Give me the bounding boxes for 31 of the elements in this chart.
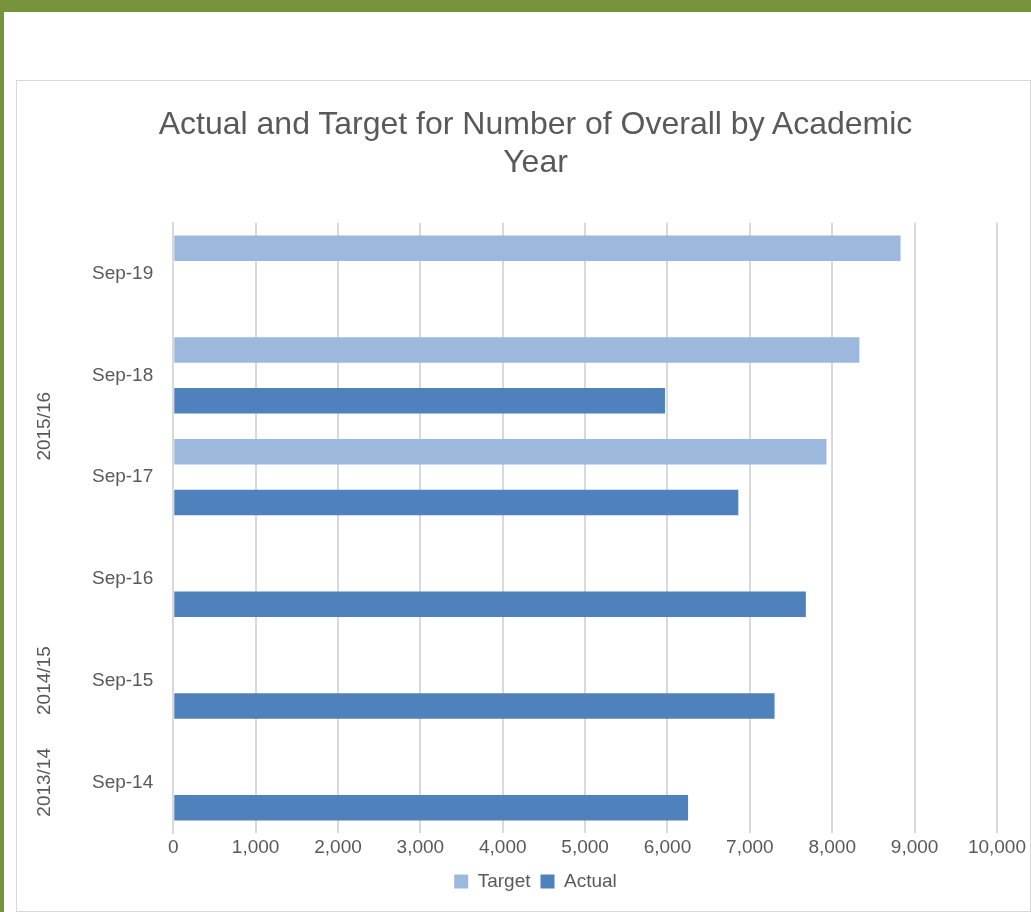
x-tick-label: 5,000 bbox=[561, 835, 609, 857]
bar bbox=[174, 388, 665, 414]
text: 2013/14 bbox=[33, 747, 55, 817]
legend-label: Actual bbox=[564, 869, 617, 891]
bar bbox=[174, 591, 806, 618]
bar bbox=[174, 337, 860, 363]
bar bbox=[174, 795, 689, 821]
x-tick-label: 0 bbox=[167, 835, 179, 857]
x-tick-label: 6,000 bbox=[643, 835, 692, 857]
y-tick-label: Sep-19 bbox=[91, 261, 154, 283]
bar bbox=[174, 489, 739, 516]
y-tick-label: Sep-16 bbox=[91, 567, 154, 589]
legend-label: Target bbox=[477, 869, 532, 891]
bar bbox=[174, 438, 827, 465]
x-tick-label: 3,000 bbox=[396, 835, 445, 857]
x-tick-label: 7,000 bbox=[726, 835, 774, 857]
chart-title: Actual and Target for Number of Overall by Academic Year bbox=[158, 105, 913, 180]
x-tick-label: 10,000 bbox=[967, 835, 1027, 857]
text: 2014/15 bbox=[33, 646, 55, 715]
x-tick-label: 1,000 bbox=[231, 835, 280, 857]
bar bbox=[174, 235, 901, 261]
y-tick-label: Sep-14 bbox=[91, 770, 154, 792]
x-tick-label: 4,000 bbox=[478, 835, 527, 857]
bar bbox=[174, 693, 775, 719]
y-tick-label: Sep-15 bbox=[91, 668, 154, 690]
y-tick-label: Sep-17 bbox=[91, 465, 154, 487]
x-tick-label: 2,000 bbox=[314, 835, 362, 857]
x-tick-label: 8,000 bbox=[808, 835, 856, 857]
x-tick-label: 9,000 bbox=[890, 835, 939, 857]
text: 2015/16 bbox=[33, 391, 55, 461]
y-tick-label: Sep-18 bbox=[91, 363, 154, 385]
